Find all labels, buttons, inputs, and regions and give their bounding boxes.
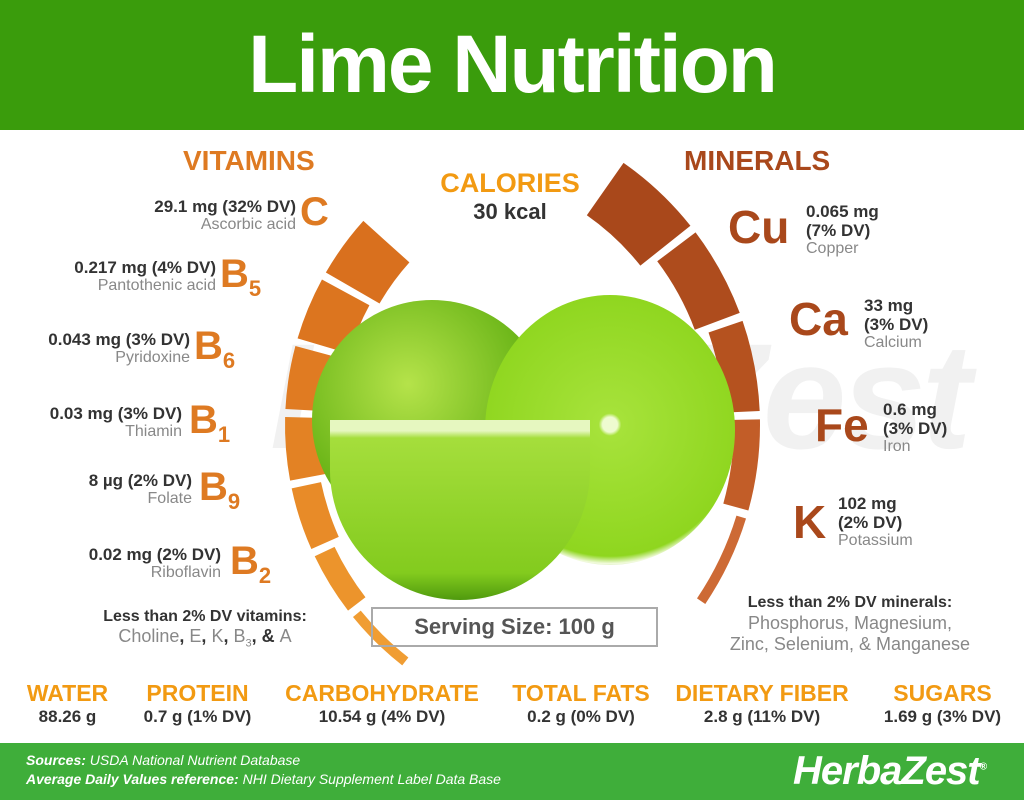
vitamin-symbol: B1 <box>189 398 231 447</box>
name: Pantothenic acid <box>97 277 216 294</box>
mineral-arc-segment <box>697 515 747 604</box>
mineral-symbol: Ca <box>789 293 848 345</box>
vitamin-arc-segment <box>352 610 409 666</box>
name: Copper <box>806 240 859 257</box>
vitamin-symbol: B2 <box>230 539 272 588</box>
dv: (3% DV) <box>883 419 948 438</box>
amount: 0.043 mg (3% DV) <box>48 330 190 349</box>
mineral-fe-info: 0.6 mg (3% DV) Iron <box>883 400 947 456</box>
amount: 33 mg <box>864 296 914 315</box>
dv: (2% DV) <box>838 513 903 532</box>
macro-protein: PROTEIN 0.7 g (1% DV) <box>143 680 252 726</box>
name: Folate <box>147 490 192 507</box>
vitamin-b6-info: 0.043 mg (3% DV) Pyridoxine <box>48 330 190 367</box>
name: Pyridoxine <box>115 349 190 366</box>
mineral-symbol: K <box>793 496 827 548</box>
header-banner: Lime Nutrition <box>0 0 1024 130</box>
name: Thiamin <box>125 423 182 440</box>
name: Calcium <box>864 334 922 351</box>
less-minerals: Less than 2% DV minerals: Phosphorus, Ma… <box>690 592 1010 655</box>
footer: Sources: USDA National Nutrient Database… <box>0 743 1024 800</box>
dv: (3% DV) <box>864 315 929 334</box>
less-minerals-line2: Zinc, Selenium, & Manganese <box>729 634 971 654</box>
mineral-arc-segment <box>723 419 760 511</box>
vitamin-b2-info: 0.02 mg (2% DV) Riboflavin <box>89 545 221 582</box>
vitamin-symbol: B6 <box>194 324 236 373</box>
mineral-symbol: Fe <box>815 399 869 451</box>
vitamin-symbol: B9 <box>199 465 241 514</box>
name: Potassium <box>838 532 913 549</box>
macro-total-fats: TOTAL FATS 0.2 g (0% DV) <box>512 680 650 726</box>
macro-sugars: SUGARS 1.69 g (3% DV) <box>883 680 1002 726</box>
vitamin-b1-info: 0.03 mg (3% DV) Thiamin <box>50 404 182 441</box>
calories-value: 30 kcal <box>473 199 547 224</box>
page-title: Lime Nutrition <box>248 19 778 110</box>
amount: 29.1 mg (32% DV) <box>154 197 296 216</box>
vitamin-symbol: B5 <box>220 252 262 301</box>
macronutrients: WATER 88.26 g PROTEIN 0.7 g (1% DV) CARBOH… <box>0 680 1024 740</box>
vitamins-title: VITAMINS <box>183 145 315 176</box>
dv: (7% DV) <box>806 221 871 240</box>
mineral-arc-segment <box>708 320 760 413</box>
amount: 0.02 mg (2% DV) <box>88 545 221 564</box>
name: Ascorbic acid <box>200 216 296 233</box>
minerals-title: MINERALS <box>684 145 831 176</box>
macro-dietary-fiber: DIETARY FIBER 2.8 g (11% DV) <box>675 680 849 726</box>
vitamin-arc-segment <box>314 546 366 611</box>
calories-block: CALORIES 30 kcal <box>400 168 620 225</box>
name: Riboflavin <box>150 564 221 581</box>
less-vitamins-list: Choline, E, K, B3, & A <box>118 626 292 650</box>
vitamin-b9-info: 8 µg (2% DV) Folate <box>89 471 192 508</box>
sources: Sources: USDA National Nutrient Database <box>26 752 301 768</box>
mineral-arc-segment <box>657 232 740 330</box>
amount: 8 µg (2% DV) <box>88 471 192 490</box>
vitamin-b5-info: 0.217 mg (4% DV) Pantothenic acid <box>74 258 216 295</box>
mineral-arc-segment <box>586 162 691 266</box>
macro-carbohydrate: CARBOHYDRATE 10.54 g (4% DV) <box>285 680 479 726</box>
vitamin-arc-segment <box>325 220 410 304</box>
mineral-k-info: 102 mg (2% DV) Potassium <box>838 494 913 550</box>
amount: 0.217 mg (4% DV) <box>74 258 216 277</box>
macro-water: WATER 88.26 g <box>26 680 109 726</box>
calories-title: CALORIES <box>440 168 580 198</box>
amount: 0.03 mg (3% DV) <box>49 404 182 423</box>
less-minerals-title: Less than 2% DV minerals: <box>747 594 953 611</box>
vitamin-c-info: 29.1 mg (32% DV) Ascorbic acid <box>154 197 296 234</box>
amount: 0.6 mg <box>883 400 937 419</box>
mineral-ca-info: 33 mg (3% DV) Calcium <box>864 296 928 352</box>
amount: 102 mg <box>838 494 897 513</box>
vitamin-symbol: C <box>300 190 329 234</box>
herbazest-logo: HerbaZest® <box>793 749 987 793</box>
less-minerals-line1: Phosphorus, Magnesium, <box>747 613 953 633</box>
vitamin-arc-segment <box>291 482 339 550</box>
mineral-symbol: Cu <box>728 201 790 253</box>
less-vitamins: Less than 2% DV vitamins: Choline, E, K,… <box>60 608 350 650</box>
name: Iron <box>883 438 911 455</box>
less-vitamins-title: Less than 2% DV vitamins: <box>103 608 307 625</box>
serving-size: Serving Size: 100 g <box>371 607 658 647</box>
amount: 0.065 mg <box>806 202 879 221</box>
dv-reference: Average Daily Values reference: NHI Diet… <box>26 771 501 787</box>
mineral-cu-info: 0.065 mg (7% DV) Copper <box>806 202 879 258</box>
